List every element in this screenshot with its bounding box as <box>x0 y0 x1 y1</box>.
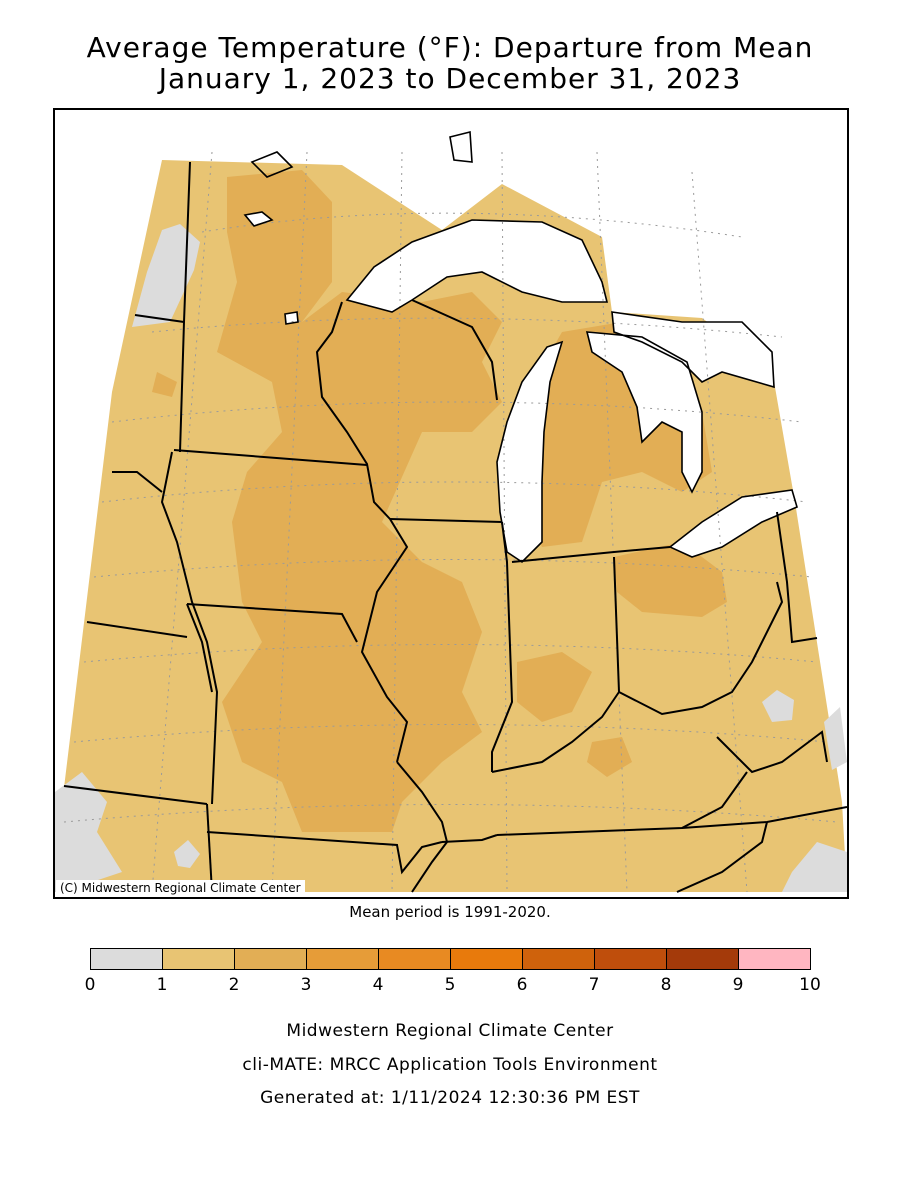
border-ne-ia <box>160 451 219 805</box>
legend-label-7: 7 <box>588 975 600 995</box>
border-ia-ne-west <box>186 603 213 693</box>
border-il-in <box>491 521 514 772</box>
legend-label-0: 0 <box>84 975 96 995</box>
departure-2-3-area-indiana <box>517 652 592 722</box>
legend-bin-8-9 <box>666 948 739 970</box>
legend-label-2: 2 <box>228 975 240 995</box>
map-credit: (C) Midwestern Regional Climate Center <box>56 880 305 896</box>
legend-label-3: 3 <box>300 975 312 995</box>
legend-label-8: 8 <box>660 975 672 995</box>
border-oh-river <box>618 581 784 716</box>
border-ne-mo <box>86 621 188 638</box>
departure-0-1-patch-wv <box>762 690 794 722</box>
lake-huron <box>587 332 702 492</box>
border-oh-pa <box>776 511 818 644</box>
legend-bin-3-4 <box>306 948 379 970</box>
departure-0-1-patch-sw <box>55 772 122 892</box>
border-ks-mo <box>206 803 213 893</box>
border-mi-in-oh <box>511 546 671 563</box>
legend-bin-1-2 <box>162 948 235 970</box>
mean-period-note: Mean period is 1991-2020. <box>349 903 551 921</box>
border-tn-ar <box>441 834 498 843</box>
border-mo-il-river <box>396 761 449 893</box>
departure-0-1-patch-nw <box>132 224 200 327</box>
legend-bin-9-10 <box>738 948 811 970</box>
departure-2-3-area-north <box>217 170 502 832</box>
border-sd-ne <box>112 471 163 493</box>
footer-tool: cli-MATE: MRCC Application Tools Environ… <box>242 1055 658 1075</box>
color-legend <box>90 948 811 970</box>
legend-bin-4-5 <box>378 948 451 970</box>
departure-0-1-patch-east <box>824 707 847 770</box>
departure-2-3-area-ohio <box>614 542 727 617</box>
legend-label-6: 6 <box>516 975 528 995</box>
border-ne-ks <box>63 785 208 805</box>
departure-2-3-area-sw <box>152 372 177 397</box>
border-ky-tn <box>496 806 847 836</box>
legend-bin-6-7 <box>522 948 595 970</box>
lake-ontario-north <box>612 312 774 387</box>
map-date-range: January 1, 2023 to December 31, 2023 <box>158 62 742 95</box>
lake-outlines <box>243 130 798 564</box>
border-tn-ms <box>676 821 768 893</box>
temperature-departure-map: (C) Midwestern Regional Climate Center <box>53 108 849 899</box>
lake-small-mn2 <box>285 312 298 324</box>
border-wi-mi-up <box>411 299 498 401</box>
legend-bin-2-3 <box>234 948 307 970</box>
lake-superior <box>347 220 607 312</box>
legend-label-9: 9 <box>732 975 744 995</box>
map-title: Average Temperature (°F): Departure from… <box>86 31 814 64</box>
footer-organization: Midwestern Regional Climate Center <box>286 1021 614 1041</box>
state-borders <box>63 161 847 893</box>
border-mn-wi <box>315 301 391 520</box>
departure-0-1-patch-small <box>174 840 200 868</box>
legend-label-10: 10 <box>799 975 821 995</box>
legend-bin-7-8 <box>594 948 667 970</box>
legend-label-1: 1 <box>156 975 168 995</box>
border-ia-il <box>360 518 409 763</box>
lake-erie <box>670 490 797 557</box>
departure-0-1-patch-se <box>782 842 847 892</box>
border-ia-mo <box>186 603 358 643</box>
footer-generated: Generated at: 1/11/2024 12:30:36 PM EST <box>260 1088 640 1108</box>
border-mn-ia <box>173 449 368 466</box>
legend-label-5: 5 <box>444 975 456 995</box>
map-canvas <box>55 130 847 893</box>
border-in-oh <box>613 556 620 693</box>
border-wv-va <box>716 730 828 774</box>
border-wi-il <box>389 518 503 523</box>
border-ky-va <box>681 771 748 829</box>
legend-label-4: 4 <box>372 975 384 995</box>
legend-bin-0-1 <box>90 948 163 970</box>
border-in-ky <box>491 691 620 773</box>
legend-bin-5-6 <box>450 948 523 970</box>
border-mo-ar <box>206 831 443 875</box>
border-sd-nd <box>134 314 185 323</box>
lake-michigan <box>497 342 562 562</box>
